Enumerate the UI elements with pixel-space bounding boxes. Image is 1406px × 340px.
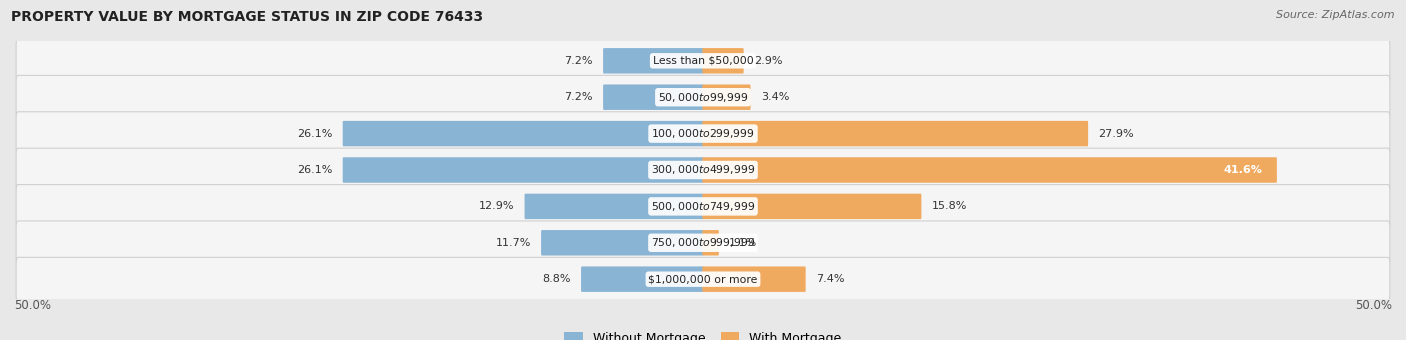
Text: 8.8%: 8.8% [543, 274, 571, 284]
FancyBboxPatch shape [15, 39, 1391, 83]
Text: 7.4%: 7.4% [815, 274, 845, 284]
Text: 3.4%: 3.4% [761, 92, 789, 102]
Text: $300,000 to $499,999: $300,000 to $499,999 [651, 164, 755, 176]
Legend: Without Mortgage, With Mortgage: Without Mortgage, With Mortgage [560, 327, 846, 340]
FancyBboxPatch shape [15, 185, 1391, 228]
FancyBboxPatch shape [703, 48, 744, 73]
Text: $750,000 to $999,999: $750,000 to $999,999 [651, 236, 755, 249]
Text: 27.9%: 27.9% [1098, 129, 1135, 139]
Text: Less than $50,000: Less than $50,000 [652, 56, 754, 66]
FancyBboxPatch shape [703, 84, 751, 110]
Text: $500,000 to $749,999: $500,000 to $749,999 [651, 200, 755, 213]
Text: $50,000 to $99,999: $50,000 to $99,999 [658, 91, 748, 104]
Text: 50.0%: 50.0% [14, 299, 51, 312]
Text: 50.0%: 50.0% [1355, 299, 1392, 312]
FancyBboxPatch shape [703, 121, 1088, 146]
Text: PROPERTY VALUE BY MORTGAGE STATUS IN ZIP CODE 76433: PROPERTY VALUE BY MORTGAGE STATUS IN ZIP… [11, 10, 484, 24]
Text: 7.2%: 7.2% [564, 92, 593, 102]
FancyBboxPatch shape [343, 121, 703, 146]
FancyBboxPatch shape [15, 112, 1391, 155]
Text: 15.8%: 15.8% [932, 201, 967, 211]
FancyBboxPatch shape [15, 148, 1391, 192]
FancyBboxPatch shape [541, 230, 703, 256]
FancyBboxPatch shape [703, 194, 921, 219]
Text: 12.9%: 12.9% [478, 201, 515, 211]
FancyBboxPatch shape [524, 194, 703, 219]
Text: 7.2%: 7.2% [564, 56, 593, 66]
FancyBboxPatch shape [343, 157, 703, 183]
FancyBboxPatch shape [581, 267, 703, 292]
FancyBboxPatch shape [603, 48, 703, 73]
Text: 11.7%: 11.7% [495, 238, 531, 248]
FancyBboxPatch shape [703, 157, 1277, 183]
FancyBboxPatch shape [15, 257, 1391, 301]
FancyBboxPatch shape [15, 221, 1391, 265]
Text: 1.1%: 1.1% [730, 238, 758, 248]
Text: 41.6%: 41.6% [1223, 165, 1263, 175]
Text: 26.1%: 26.1% [297, 129, 332, 139]
Text: 26.1%: 26.1% [297, 165, 332, 175]
Text: $1,000,000 or more: $1,000,000 or more [648, 274, 758, 284]
FancyBboxPatch shape [603, 84, 703, 110]
FancyBboxPatch shape [703, 230, 718, 256]
FancyBboxPatch shape [15, 75, 1391, 119]
Text: Source: ZipAtlas.com: Source: ZipAtlas.com [1277, 10, 1395, 20]
FancyBboxPatch shape [703, 267, 806, 292]
Text: 2.9%: 2.9% [754, 56, 783, 66]
Text: $100,000 to $299,999: $100,000 to $299,999 [651, 127, 755, 140]
